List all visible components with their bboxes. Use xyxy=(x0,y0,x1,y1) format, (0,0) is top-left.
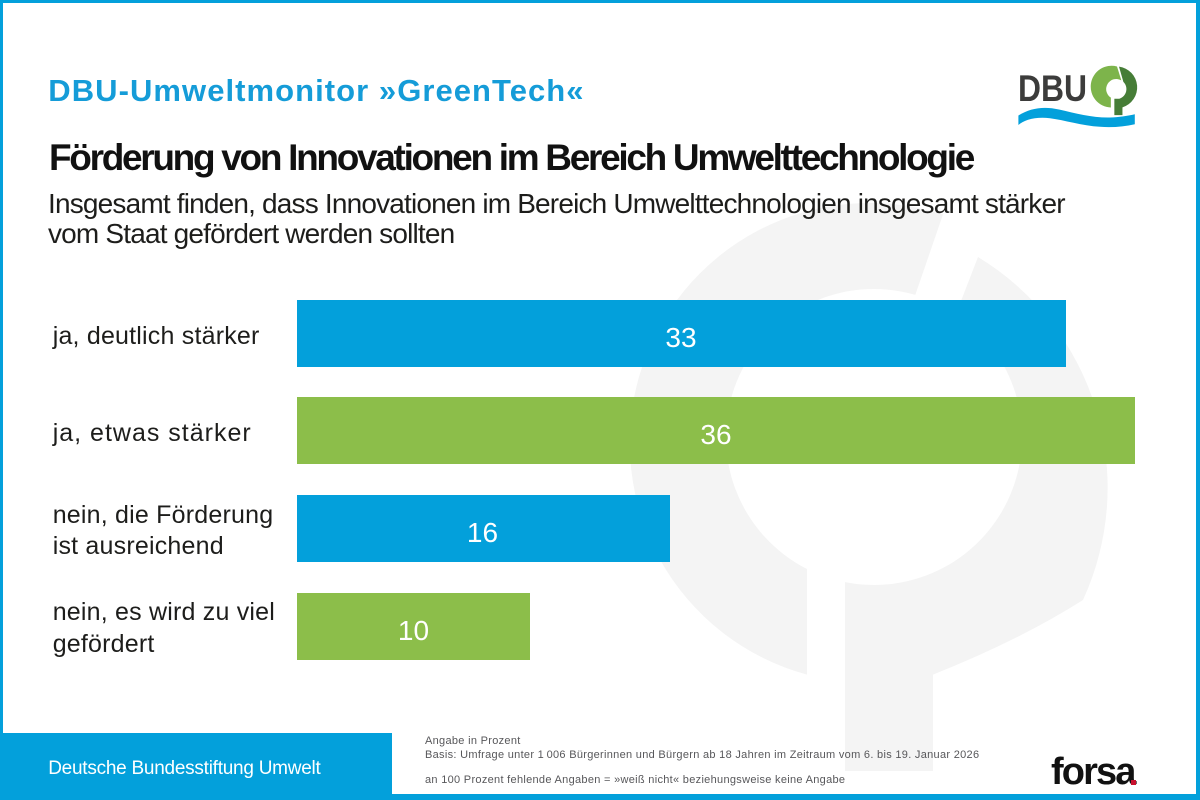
svg-text:DBU: DBU xyxy=(1018,68,1087,109)
